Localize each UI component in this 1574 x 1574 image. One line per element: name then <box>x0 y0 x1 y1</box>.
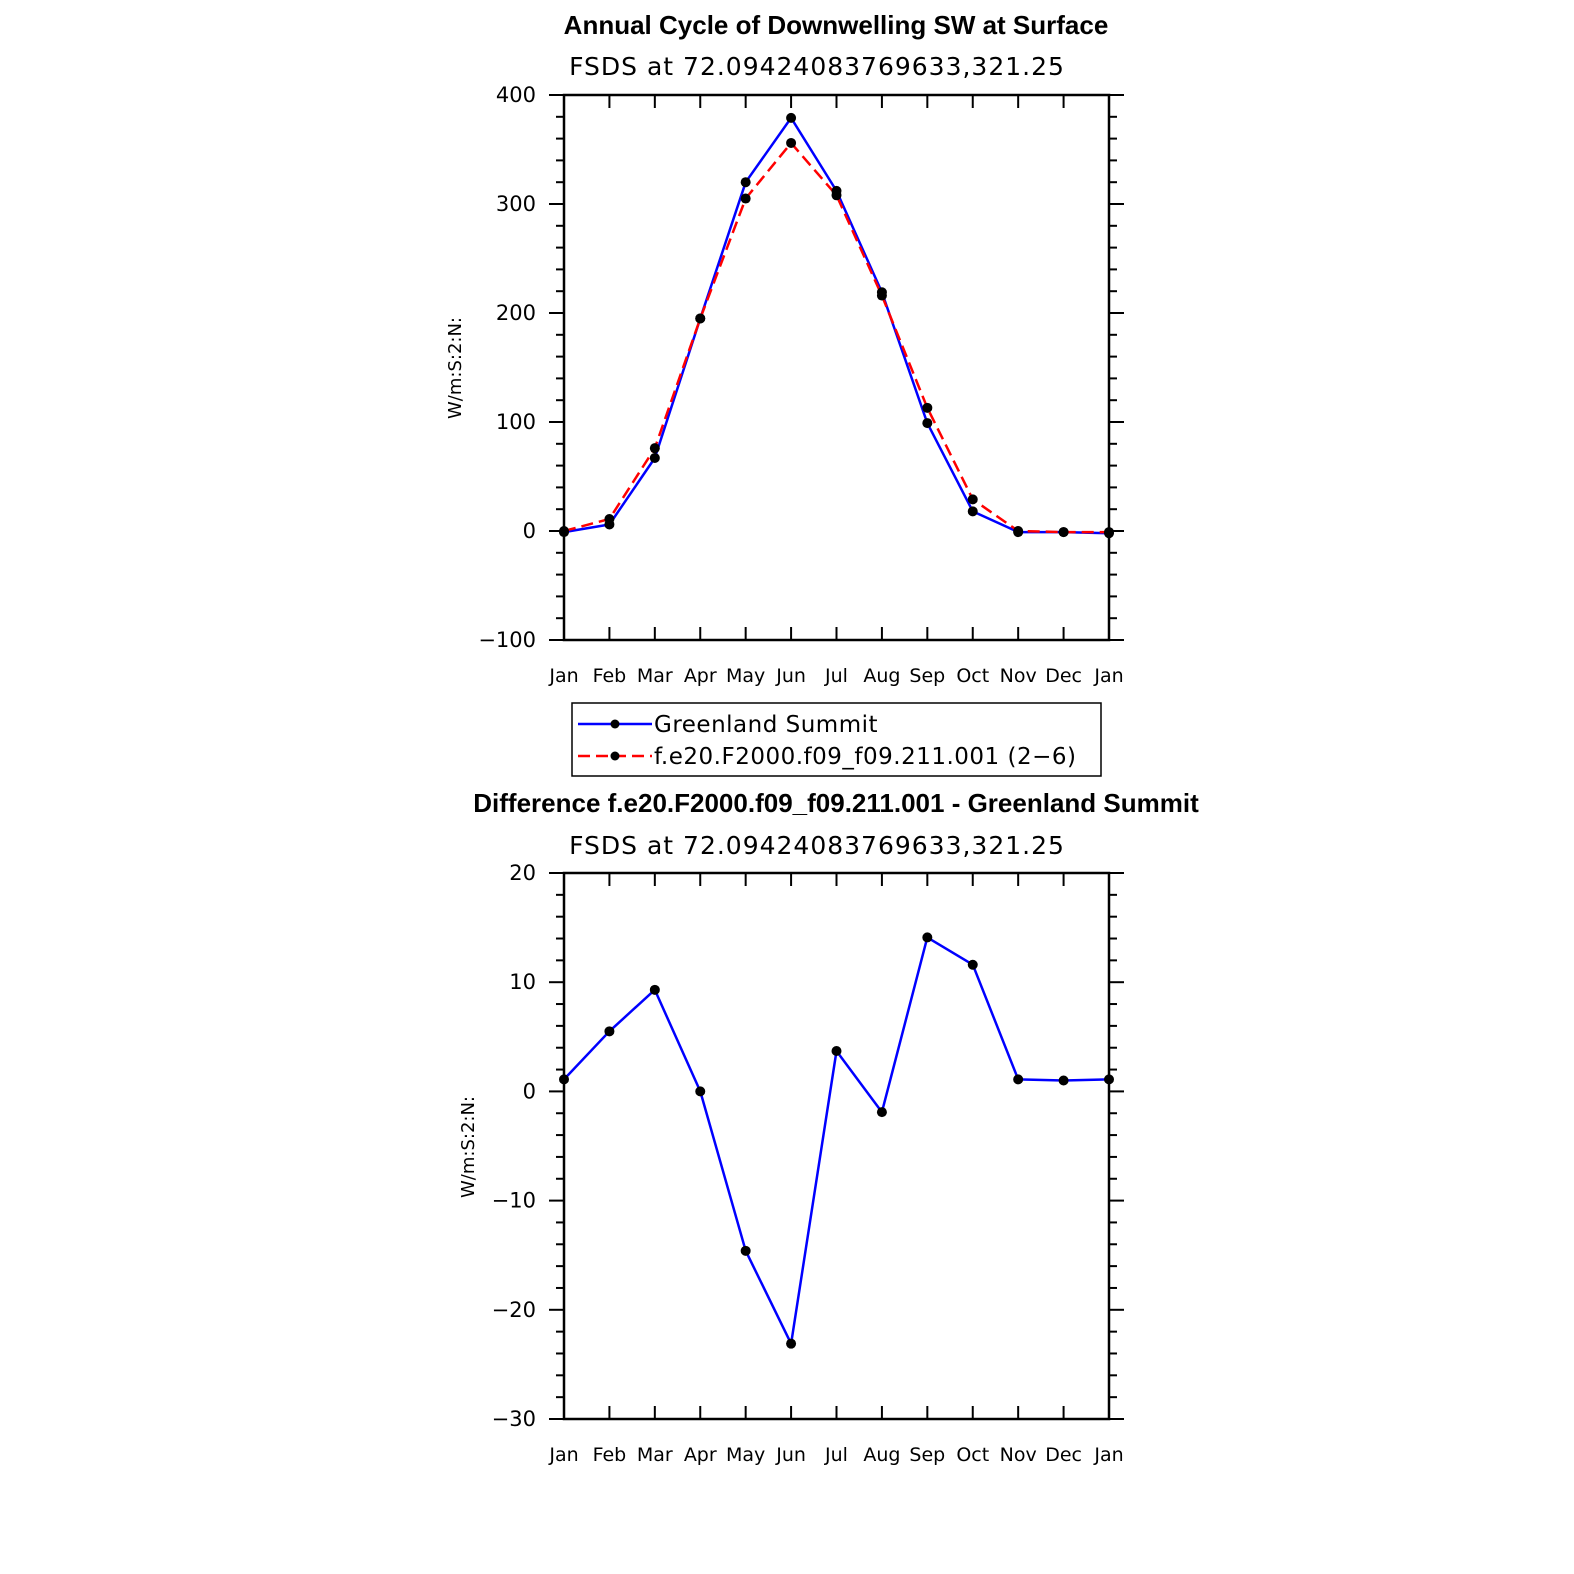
data-point-series-1 <box>786 137 797 148</box>
x-tick-label: Nov <box>1000 1444 1037 1466</box>
x-tick-label: May <box>726 1444 765 1466</box>
x-tick-label: Oct <box>956 665 989 687</box>
data-point-series-1 <box>649 443 660 454</box>
data-point-series-0 <box>740 177 751 188</box>
y-axis-label: W/m:S:2:N: <box>458 1096 479 1198</box>
difference-chart: Difference f.e20.F2000.f09_f09.211.001 -… <box>458 788 1199 1466</box>
x-tick-label: Feb <box>593 1444 627 1466</box>
plot-frame <box>562 93 1111 642</box>
legend: Greenland Summit f.e20.F2000.f09_f09.211… <box>571 702 1102 777</box>
x-tick-label: Jul <box>824 1444 848 1466</box>
data-point-series-0 <box>831 1045 842 1056</box>
data-point-series-0 <box>559 1074 569 1085</box>
x-tick-label: Jul <box>824 665 848 687</box>
y-tick-label: 0 <box>523 1079 536 1103</box>
legend-label-model: f.e20.F2000.f09_f09.211.001 (2−6) <box>654 744 1076 770</box>
y-tick-label: 100 <box>496 410 536 434</box>
x-tick-label: May <box>726 665 765 687</box>
y-tick-label: 400 <box>496 83 536 107</box>
data-point-series-1 <box>831 190 842 201</box>
chart-title: Annual Cycle of Downwelling SW at Surfac… <box>564 10 1109 40</box>
x-tick-label: Feb <box>593 665 627 687</box>
chart-subtitle: FSDS at 72.09424083769633,321.25 <box>569 52 1065 81</box>
chart-title: Difference f.e20.F2000.f09_f09.211.001 -… <box>473 788 1199 818</box>
data-point-series-1 <box>559 526 569 536</box>
x-tick-label: Sep <box>909 1444 945 1466</box>
series-line-0 <box>563 116 1110 535</box>
y-tick-label: 0 <box>523 519 536 543</box>
data-point-series-0 <box>649 452 660 463</box>
data-point-series-0 <box>649 984 660 995</box>
data-point-series-1 <box>695 313 706 324</box>
x-tick-label: Mar <box>637 665 673 687</box>
data-point-series-0 <box>1013 1074 1024 1085</box>
x-tick-label: Jan <box>548 665 578 687</box>
x-tick-label: Jan <box>1093 665 1123 687</box>
data-point-series-0 <box>786 112 797 123</box>
data-point-series-0 <box>1058 1075 1069 1086</box>
series-line-1 <box>563 141 1109 534</box>
x-tick-label: Mar <box>637 1444 673 1466</box>
series-line-0 <box>563 936 1110 1345</box>
legend-box <box>571 702 1102 777</box>
x-tick-label: Dec <box>1045 1444 1082 1466</box>
y-tick-label: 20 <box>509 861 536 885</box>
y-tick-label: 200 <box>496 301 536 325</box>
data-point-series-0 <box>876 1107 887 1118</box>
annual-cycle-chart: Annual Cycle of Downwelling SW at Surfac… <box>445 10 1124 687</box>
legend-label-greenland-summit: Greenland Summit <box>654 712 878 738</box>
data-point-series-0 <box>967 506 978 517</box>
x-tick-label: Oct <box>956 1444 989 1466</box>
legend-marker-greenland-summit <box>610 719 620 729</box>
x-tick-label: Jun <box>775 1444 806 1466</box>
plot-frame <box>562 871 1111 1421</box>
data-point-series-1 <box>1058 527 1069 538</box>
data-point-series-1 <box>1013 526 1024 536</box>
plot-area: −30 −20 −10 0 10 20 Jan Feb Mar Apr May Jun Jul Aug Se… <box>492 861 1124 1466</box>
y-tick-label: −30 <box>492 1407 536 1431</box>
y-tick-label: 300 <box>496 192 536 216</box>
y-tick-label: −20 <box>492 1298 536 1322</box>
x-tick-label: Jun <box>775 665 806 687</box>
data-point-series-0 <box>922 932 933 943</box>
x-tick-label: Dec <box>1045 665 1082 687</box>
data-point-series-1 <box>1104 527 1114 538</box>
data-point-series-0 <box>786 1338 797 1349</box>
legend-marker-model <box>610 751 620 761</box>
x-tick-label: Nov <box>1000 665 1037 687</box>
data-point-series-0 <box>1104 1074 1114 1085</box>
data-point-series-0 <box>695 1086 706 1097</box>
x-tick-label: Aug <box>863 1444 900 1466</box>
data-point-series-0 <box>967 959 978 970</box>
y-axis-label: W/m:S:2:N: <box>445 317 466 419</box>
data-point-series-0 <box>740 1245 751 1256</box>
x-tick-label: Aug <box>863 665 900 687</box>
x-tick-label: Apr <box>684 1444 717 1466</box>
data-point-series-1 <box>876 290 887 301</box>
plot-area: −100 0 100 200 300 400 Jan Feb Mar Apr May Jun Jul Au… <box>478 83 1124 687</box>
x-tick-label: Sep <box>909 665 945 687</box>
x-tick-label: Jan <box>548 1444 578 1466</box>
chart-subtitle: FSDS at 72.09424083769633,321.25 <box>569 831 1065 860</box>
data-point-series-1 <box>922 402 933 413</box>
y-tick-label: −100 <box>478 628 536 652</box>
x-tick-label: Jan <box>1093 1444 1123 1466</box>
data-point-series-1 <box>740 193 751 204</box>
data-point-series-1 <box>604 514 615 525</box>
data-point-series-0 <box>604 1026 615 1037</box>
y-tick-label: 10 <box>509 970 536 994</box>
data-point-series-0 <box>922 418 933 429</box>
x-tick-label: Apr <box>684 665 717 687</box>
y-tick-label: −10 <box>492 1189 536 1213</box>
data-point-series-1 <box>967 494 978 505</box>
